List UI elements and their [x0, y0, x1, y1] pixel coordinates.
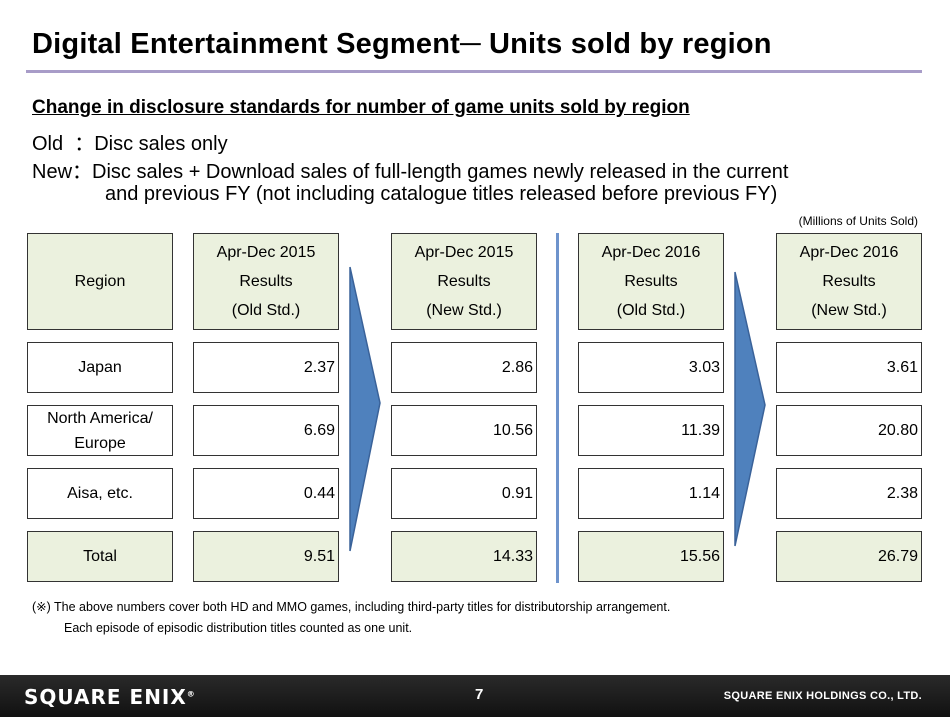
column-header-2-line2: Results: [437, 272, 491, 290]
total-value-2: 14.33: [391, 531, 537, 582]
na-europe-value-2: 10.56: [391, 405, 537, 456]
column-header-4-line2: Results: [822, 272, 876, 290]
asia-value-4: 2.38: [776, 468, 922, 519]
japan-value-2: 2.86: [391, 342, 537, 393]
logo-text: SQUARE ENIX: [24, 685, 187, 709]
japan-value-3: 3.03: [578, 342, 724, 393]
new-standard-line: New：Disc sales + Download sales of full-…: [32, 161, 789, 183]
column-header-4-line3: (New Std.): [811, 301, 887, 319]
column-header-2: Apr-Dec 2015 Results (New Std.): [391, 233, 537, 330]
column-header-2-line3: (New Std.): [426, 301, 502, 319]
total-value-3: 15.56: [578, 531, 724, 582]
title-rule: [26, 70, 922, 73]
region-total: Total: [27, 531, 173, 582]
column-header-2-line1: Apr-Dec 2015: [414, 243, 514, 261]
asia-value-1: 0.44: [193, 468, 339, 519]
logo-registered-mark: ®: [186, 689, 196, 699]
column-header-3-line3: (Old Std.): [616, 301, 686, 319]
column-header-1: Apr-Dec 2015 Results (Old Std.): [193, 233, 339, 330]
column-header-3-line2: Results: [624, 272, 678, 290]
arrow-right-icon: [734, 271, 766, 547]
old-standard-line: Old ：Disc sales only: [32, 133, 228, 155]
square-enix-logo: SQUARE ENIX®: [24, 685, 196, 709]
page-number: 7: [475, 686, 484, 703]
total-value-1: 9.51: [193, 531, 339, 582]
total-value-4: 26.79: [776, 531, 922, 582]
na-europe-value-4: 20.80: [776, 405, 922, 456]
na-europe-value-1: 6.69: [193, 405, 339, 456]
region-asia: Aisa, etc.: [27, 468, 173, 519]
region-header: Region: [27, 233, 173, 330]
region-na-line2: Europe: [74, 434, 126, 452]
column-header-3: Apr-Dec 2016 Results (Old Std.): [578, 233, 724, 330]
column-divider: [556, 233, 559, 583]
japan-value-4: 3.61: [776, 342, 922, 393]
region-na-line1: North America/: [47, 409, 153, 427]
region-japan: Japan: [27, 342, 173, 393]
footnote-1: (※) The above numbers cover both HD and …: [32, 600, 671, 614]
region-header-label: Region: [74, 272, 126, 290]
japan-value-1: 2.37: [193, 342, 339, 393]
subheading: Change in disclosure standards for numbe…: [32, 97, 690, 118]
na-europe-value-3: 11.39: [578, 405, 724, 456]
asia-value-3: 1.14: [578, 468, 724, 519]
column-header-1-line1: Apr-Dec 2015: [216, 243, 316, 261]
new-standard-line-cont: and previous FY (not including catalogue…: [105, 183, 778, 205]
footer-bar: SQUARE ENIX® 7 SQUARE ENIX HOLDINGS CO.,…: [0, 675, 950, 717]
company-name: SQUARE ENIX HOLDINGS CO., LTD.: [723, 690, 922, 702]
page-title: Digital Entertainment Segment─ Units sol…: [32, 28, 772, 60]
units-note: (Millions of Units Sold): [798, 214, 918, 228]
column-header-4-line1: Apr-Dec 2016: [799, 243, 899, 261]
column-header-1-line3: (Old Std.): [231, 301, 301, 319]
region-north-america-europe: North America/ Europe: [27, 405, 173, 456]
arrow-right-icon: [349, 266, 381, 552]
column-header-4: Apr-Dec 2016 Results (New Std.): [776, 233, 922, 330]
asia-value-2: 0.91: [391, 468, 537, 519]
column-header-1-line2: Results: [239, 272, 293, 290]
footnote-2: Each episode of episodic distribution ti…: [64, 621, 413, 635]
column-header-3-line1: Apr-Dec 2016: [601, 243, 701, 261]
